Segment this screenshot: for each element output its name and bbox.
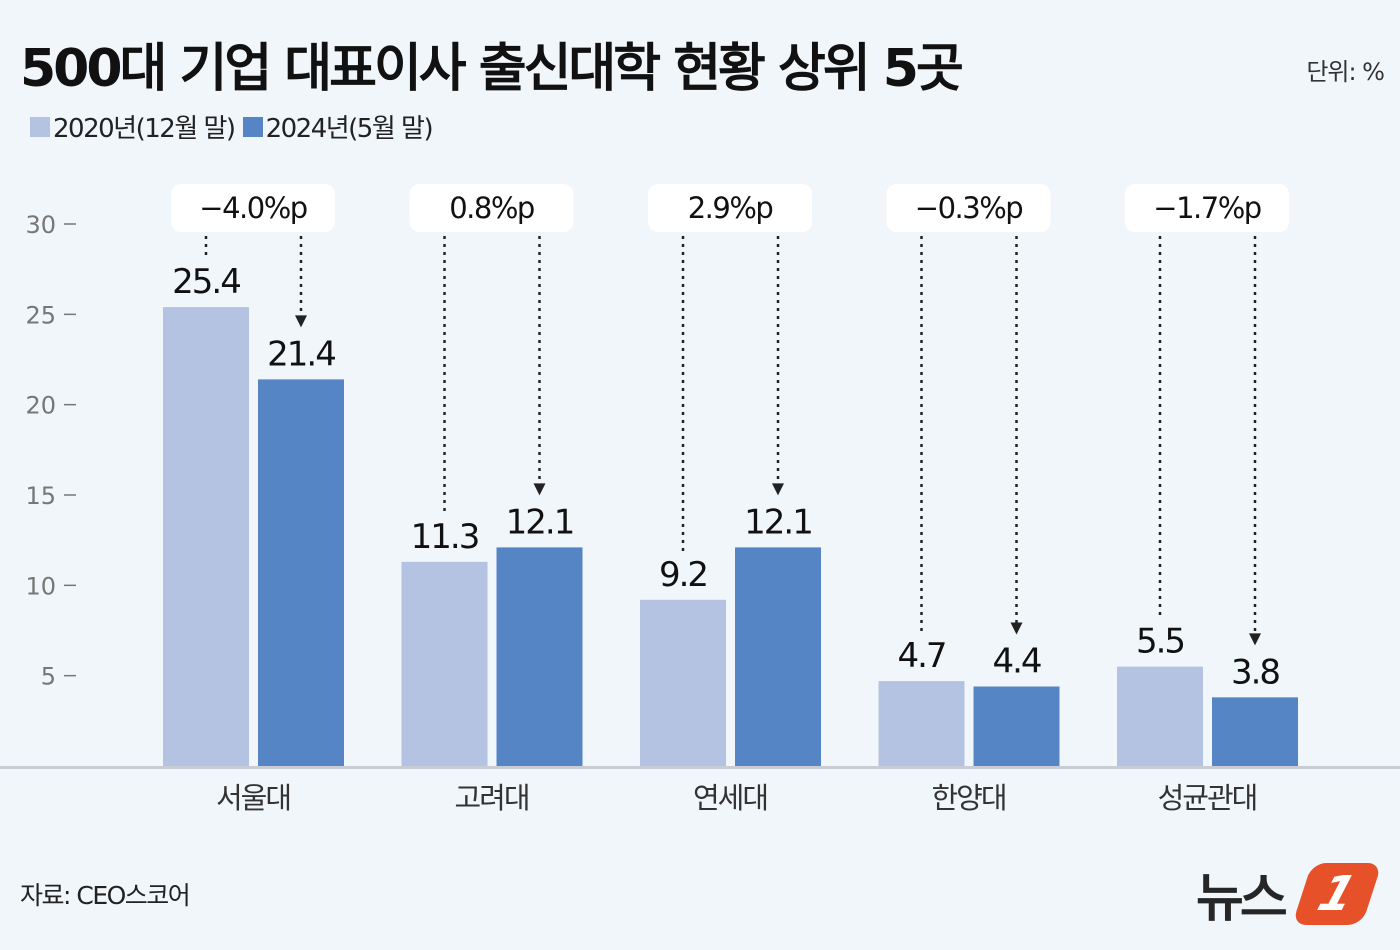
legend-swatch-2020 [30,116,50,137]
value-label: 25.4 [172,262,240,302]
value-label: 11.3 [411,517,479,557]
y-tick-label: 15 [25,482,56,510]
legend-item-2020: 2020년(12월 말) [30,108,236,145]
y-tick-label: 5 [41,663,56,691]
bar-2024 [496,547,583,766]
change-label: 2.9%p [688,191,773,225]
change-box [409,184,574,232]
bar-2024 [973,686,1060,766]
value-label: 12.1 [744,502,812,542]
category-label: 서울대 [216,781,290,815]
arrow-down-icon [533,483,546,496]
arrow-down-icon [1249,633,1261,646]
value-label: 5.5 [1136,622,1184,662]
y-tick-label: 10 [25,572,56,600]
bar-2020 [163,307,249,766]
y-tick-label: 30 [25,211,56,239]
legend: 2020년(12월 말) 2024년(5월 말) [30,108,440,145]
bar-2020 [640,599,726,766]
change-label: −0.3%p [915,191,1022,225]
news1-logo: 뉴스 1 [1196,856,1382,931]
bar-2024 [258,379,344,766]
arrow-down-icon [772,483,784,496]
value-label: 3.8 [1231,652,1279,692]
arrow-down-icon [1010,622,1023,635]
change-label: 0.8%p [449,191,534,225]
change-box [1125,184,1289,232]
bar-2024 [1212,697,1298,766]
change-label: −1.7%p [1153,191,1260,225]
bar-2020 [878,681,965,766]
baseline [0,766,1400,769]
change-label: −4.0%p [199,191,306,225]
source-note: 자료: CEO스코어 [20,881,191,910]
category-label: 성균관대 [1158,781,1257,815]
value-label: 21.4 [267,334,335,374]
value-label: 12.1 [506,502,574,542]
category-label: 연세대 [693,781,767,815]
category-label: 한양대 [931,781,1005,815]
legend-swatch-2024 [242,116,263,137]
category-label: 고려대 [454,781,528,815]
y-tick-label: 25 [25,301,56,329]
value-label: 4.4 [992,642,1040,682]
bar-2024 [735,547,821,766]
value-label: 9.2 [659,555,707,595]
chart-title: 500대 기업 대표이사 출신대학 현황 상위 5곳 [20,39,964,99]
change-box [886,184,1051,232]
unit-label: 단위: % [1306,58,1385,86]
legend-item-2024: 2024년(5월 말) [242,108,434,145]
bar-2020 [1117,666,1203,766]
legend-label-2024: 2024년(5월 말) [265,114,434,144]
change-box [648,184,812,232]
bar-2020 [401,561,488,766]
legend-label-2020: 2020년(12월 말) [53,114,236,144]
y-tick-label: 20 [25,392,56,420]
arrow-down-icon [295,315,307,328]
value-label: 4.7 [897,636,945,676]
change-box [171,184,335,232]
